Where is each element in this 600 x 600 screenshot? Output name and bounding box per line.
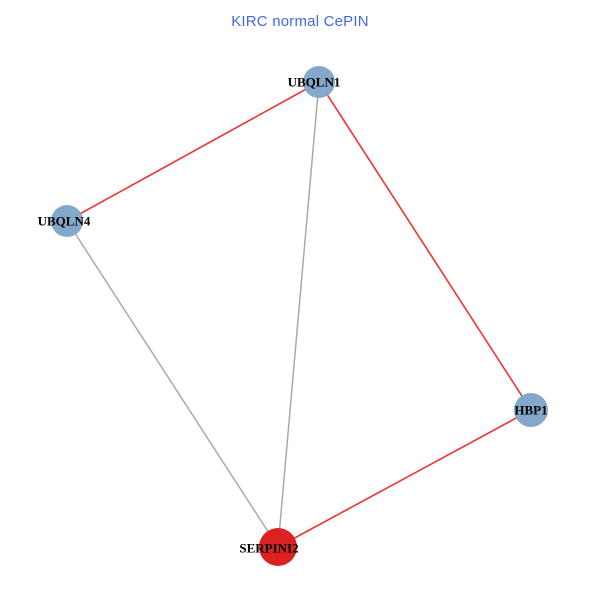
graph-node-SERPINI2 — [259, 528, 297, 566]
graph-edge-UBQLN1-UBQLN4 — [66, 81, 320, 222]
plot-title: KIRC normal CePIN — [231, 13, 369, 30]
graph-edge-UBQLN4-SERPINI2 — [66, 220, 279, 548]
graph-node-HBP1 — [514, 393, 548, 427]
graph-node-UBQLN4 — [51, 205, 83, 237]
graph-edge-UBQLN1-HBP1 — [318, 81, 532, 411]
graph-edge-SERPINI2-HBP1 — [277, 409, 532, 548]
node-label-SERPINI2: SERPINI2 — [239, 541, 298, 556]
graph-edge-UBQLN1-SERPINI2 — [277, 81, 320, 548]
node-label-HBP1: HBP1 — [514, 403, 547, 418]
node-label-UBQLN1: UBQLN1 — [288, 75, 341, 90]
graph-node-UBQLN1 — [303, 66, 335, 98]
node-label-UBQLN4: UBQLN4 — [38, 214, 91, 229]
